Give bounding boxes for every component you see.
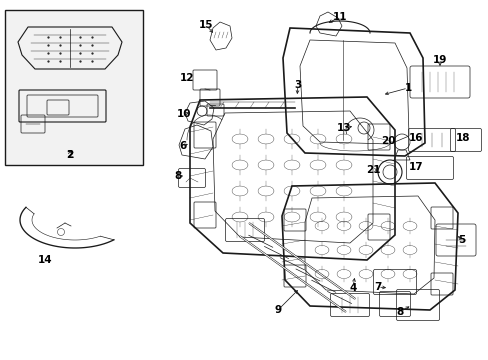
Text: 13: 13 — [336, 123, 350, 133]
Text: 14: 14 — [38, 255, 52, 265]
Text: 2: 2 — [66, 150, 74, 160]
Text: 21: 21 — [365, 165, 380, 175]
Bar — [5, 10, 142, 165]
Text: 16: 16 — [408, 133, 423, 143]
Text: 4: 4 — [348, 283, 356, 293]
Text: 1: 1 — [404, 83, 411, 93]
Text: 9: 9 — [274, 305, 281, 315]
Text: 7: 7 — [373, 282, 381, 292]
Text: 19: 19 — [432, 55, 446, 65]
Text: 18: 18 — [455, 133, 469, 143]
Text: 2: 2 — [66, 150, 74, 160]
Text: 20: 20 — [380, 136, 394, 146]
Text: 6: 6 — [179, 141, 186, 151]
Text: 8: 8 — [174, 171, 181, 181]
Text: 10: 10 — [176, 109, 191, 119]
Text: 11: 11 — [332, 12, 346, 22]
Text: 8: 8 — [396, 307, 403, 317]
Text: 15: 15 — [198, 20, 213, 30]
Text: 3: 3 — [294, 80, 301, 90]
Text: 12: 12 — [180, 73, 194, 83]
Text: 5: 5 — [457, 235, 465, 245]
Text: 17: 17 — [408, 162, 423, 172]
